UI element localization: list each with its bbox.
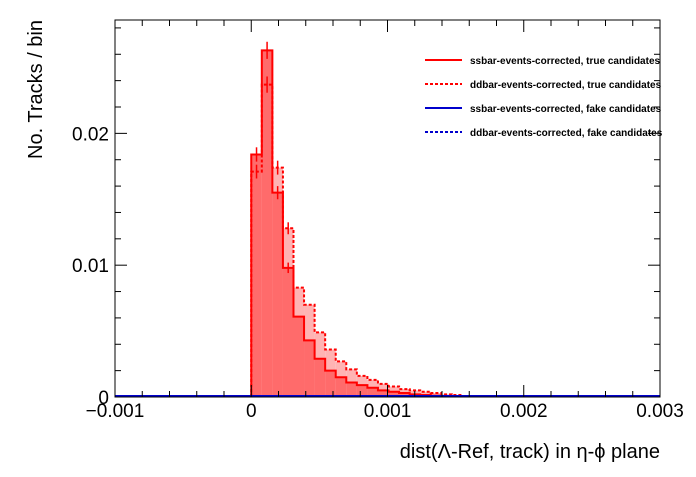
x-tick-label: 0.002 [500, 401, 548, 422]
bar-ssbar-true [367, 387, 378, 397]
bar-ssbar-true [251, 154, 262, 397]
bar-ssbar-true [377, 390, 389, 397]
x-axis-title: dist(Λ-Ref, track) in η-ϕ plane [400, 441, 660, 463]
legend-label: ssbar-events-corrected, fake candidates [470, 104, 662, 115]
bar-ssbar-true [388, 391, 400, 397]
x-tick-label: −0.001 [86, 401, 145, 422]
bar-ssbar-true [356, 385, 368, 397]
legend: ssbar-events-corrected, true candidates d… [425, 56, 663, 139]
bar-ssbar-true [293, 316, 305, 397]
bar-ssbar-true [314, 358, 326, 397]
y-tick-label: 0.02 [72, 124, 109, 145]
y-tick-label: 0 [98, 388, 109, 409]
x-tick-label: 0.001 [364, 401, 412, 422]
legend-label: ddbar-events-corrected, fake candidates [470, 128, 663, 139]
x-tick-label: 0 [246, 401, 257, 422]
bar-ssbar-true [272, 192, 283, 397]
x-tick-label: 0.003 [636, 401, 684, 422]
legend-label: ddbar-events-corrected, true candidates [470, 80, 662, 91]
bar-ssbar-true [261, 50, 273, 398]
legend-label: ssbar-events-corrected, true candidates [470, 56, 661, 67]
bar-ssbar-true [304, 340, 315, 397]
bar-ssbar-true [335, 377, 347, 397]
plot-frame [114, 19, 661, 398]
bar-ssbar-true [282, 267, 294, 397]
y-tick-label: 0.01 [72, 256, 109, 277]
bar-ssbar-true [325, 370, 336, 397]
histogram-lines [115, 41, 660, 398]
bar-ssbar-true [346, 382, 357, 397]
y-axis-title: No. Tracks / bin [25, 20, 47, 159]
